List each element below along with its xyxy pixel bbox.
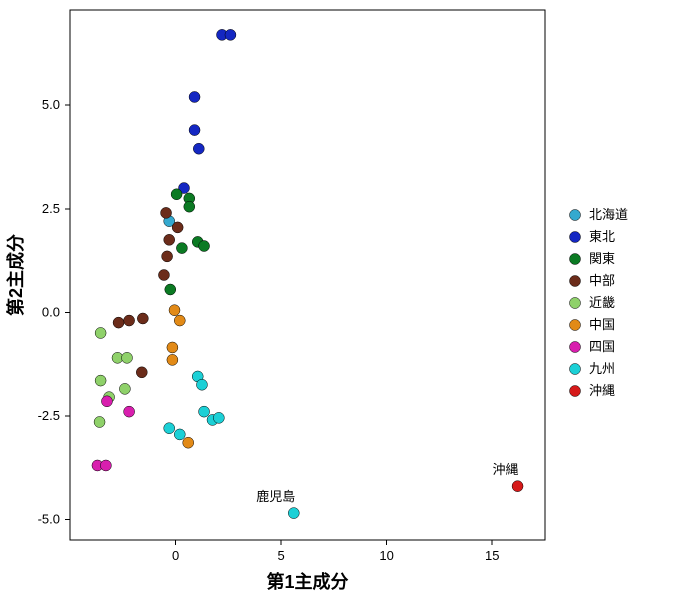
data-point xyxy=(165,284,176,295)
data-point xyxy=(193,143,204,154)
scatter-chart: 0 5 10 15 -5.0 -2.5 0.0 2.5 5.0 第1主成分 第2主成分鹿児島 沖縄 北海… xyxy=(0,0,685,600)
y-tick-label: -2.5 xyxy=(38,408,60,423)
data-point xyxy=(171,189,182,200)
data-point xyxy=(122,352,133,363)
data-point xyxy=(101,396,112,407)
data-point xyxy=(119,383,130,394)
legend-label: 関東 xyxy=(589,251,615,266)
legend-marker xyxy=(570,276,581,287)
data-point xyxy=(199,406,210,417)
data-point xyxy=(196,379,207,390)
data-point xyxy=(164,423,175,434)
y-tick-label: 5.0 xyxy=(42,97,60,112)
x-tick-label: 10 xyxy=(379,548,393,563)
data-point xyxy=(124,406,135,417)
legend-marker xyxy=(570,320,581,331)
x-tick-label: 5 xyxy=(277,548,284,563)
data-point xyxy=(161,207,172,218)
data-point xyxy=(189,125,200,136)
y-axis-label: 第2主成分 xyxy=(5,234,26,316)
data-point xyxy=(94,416,105,427)
data-point xyxy=(189,91,200,102)
legend-marker xyxy=(570,298,581,309)
data-point xyxy=(169,305,180,316)
data-point xyxy=(167,342,178,353)
chart-svg: 0 5 10 15 -5.0 -2.5 0.0 2.5 5.0 第1主成分 第2主成分鹿児島 沖縄 北海… xyxy=(0,0,685,600)
data-point xyxy=(183,437,194,448)
data-point xyxy=(172,222,183,233)
data-point xyxy=(158,270,169,281)
plot-area xyxy=(70,10,545,540)
legend-marker xyxy=(570,232,581,243)
legend-label: 九州 xyxy=(589,361,615,376)
x-axis-label: 第1主成分 xyxy=(266,571,348,592)
y-tick-label: 2.5 xyxy=(42,201,60,216)
legend-label: 近畿 xyxy=(589,295,615,310)
data-point xyxy=(174,429,185,440)
data-point xyxy=(137,313,148,324)
legend-label: 中国 xyxy=(589,317,615,332)
point-annotation: 鹿児島 xyxy=(256,489,295,504)
legend-marker xyxy=(570,386,581,397)
data-point xyxy=(95,327,106,338)
data-point xyxy=(95,375,106,386)
data-point xyxy=(167,354,178,365)
x-tick-label: 0 xyxy=(172,548,179,563)
data-point xyxy=(288,508,299,519)
legend-marker xyxy=(570,210,581,221)
data-point xyxy=(164,234,175,245)
legend-marker xyxy=(570,364,581,375)
legend-label: 四国 xyxy=(589,339,615,354)
data-point xyxy=(100,460,111,471)
point-annotation: 沖縄 xyxy=(493,462,519,477)
data-point xyxy=(174,315,185,326)
data-point xyxy=(213,412,224,423)
data-point xyxy=(199,241,210,252)
legend-marker xyxy=(570,254,581,265)
data-point xyxy=(512,481,523,492)
data-point xyxy=(176,243,187,254)
data-point xyxy=(124,315,135,326)
data-point xyxy=(136,367,147,378)
data-point xyxy=(162,251,173,262)
legend-label: 中部 xyxy=(589,273,615,288)
data-point xyxy=(184,201,195,212)
data-point xyxy=(113,317,124,328)
legend-label: 沖縄 xyxy=(589,383,615,398)
y-tick-label: -5.0 xyxy=(38,511,60,526)
data-point xyxy=(225,29,236,40)
y-tick-label: 0.0 xyxy=(42,304,60,319)
legend-label: 東北 xyxy=(589,229,615,244)
x-tick-label: 15 xyxy=(485,548,499,563)
legend-label: 北海道 xyxy=(589,207,628,222)
legend-marker xyxy=(570,342,581,353)
